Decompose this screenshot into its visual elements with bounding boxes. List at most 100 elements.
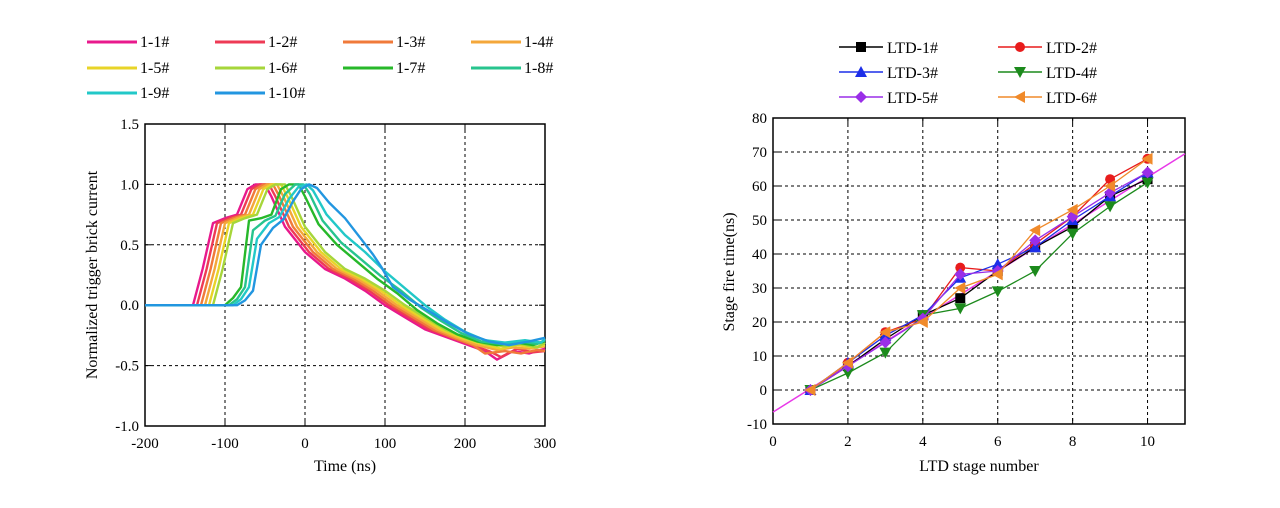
left-x-tick-label: -200 xyxy=(131,436,159,452)
right-x-tick-label: 10 xyxy=(1140,434,1155,450)
right-series-point xyxy=(1029,234,1042,247)
right-x-axis-label: LTD stage number xyxy=(919,458,1039,475)
right-series-point xyxy=(841,356,853,369)
right-series-line-5 xyxy=(810,171,1148,391)
right-legend-marker xyxy=(855,91,867,103)
right-x-tick-label: 4 xyxy=(919,434,927,450)
right-series-point xyxy=(954,303,967,315)
left-series-line-8 xyxy=(145,183,546,346)
left-legend-label: 1-5# xyxy=(140,60,169,77)
right-y-tick-label: 70 xyxy=(752,145,767,161)
right-series-point xyxy=(1067,221,1078,232)
right-series-point xyxy=(954,282,966,294)
right-series-point xyxy=(879,326,891,339)
right-fit-line xyxy=(772,153,1186,413)
left-series-line-7 xyxy=(145,183,546,347)
left-x-tick-label: -100 xyxy=(211,436,239,452)
right-legend-label: LTD-5# xyxy=(887,90,938,107)
left-series-line-6 xyxy=(145,183,546,349)
right-grid xyxy=(773,118,1185,424)
right-series-point xyxy=(954,268,967,281)
right-legend-label: LTD-1# xyxy=(887,40,938,57)
left-legend-label: 1-7# xyxy=(396,60,425,77)
right-legend-marker xyxy=(1015,42,1025,52)
left-legend-label: 1-10# xyxy=(268,85,305,102)
right-legend-marker xyxy=(1014,91,1025,103)
left-legend-label: 1-3# xyxy=(396,34,425,51)
left-y-tick-label: 1.0 xyxy=(120,177,139,193)
right-series-point xyxy=(804,384,816,396)
right-series-point xyxy=(991,258,1004,270)
right-y-tick-label: 20 xyxy=(752,315,767,331)
right-series-point xyxy=(1066,203,1078,216)
left-series-line-3 xyxy=(145,183,546,355)
right-legend-label: LTD-4# xyxy=(1046,65,1097,82)
left-legend: 1-1# 1-2# 1-3# 1-4# 1-5# 1-6# 1-7# 1-8# 1-9# 1-10… xyxy=(87,34,553,102)
left-series-line-5 xyxy=(145,183,546,350)
right-series-line-4 xyxy=(810,182,1148,391)
left-legend-label: 1-2# xyxy=(268,34,297,51)
left-x-axis-label: Time (ns) xyxy=(314,458,376,475)
right-legend: LTD-1# LTD-2# LTD-3# LTD-4# LTD-5# LTD-6# xyxy=(839,40,1097,107)
right-series-point xyxy=(955,262,966,273)
left-legend-label: 1-8# xyxy=(524,60,553,77)
right-legend-marker xyxy=(856,42,866,52)
right-series-point xyxy=(1029,224,1041,237)
right-series-point xyxy=(1104,201,1117,213)
right-x-tick-label: 2 xyxy=(844,434,852,450)
right-series-line-2 xyxy=(810,158,1148,391)
left-ticks: -200 -100 0 100 200 300 -1.0 -0.5 0.0 0.5 1.0 1.5 xyxy=(115,117,556,452)
left-series-line-10 xyxy=(145,183,546,347)
left-legend-label: 1-9# xyxy=(140,85,169,102)
right-series-point xyxy=(1104,180,1116,192)
right-legend-label: LTD-2# xyxy=(1046,40,1097,57)
right-y-axis-label: Stage fire time(ns) xyxy=(721,212,738,331)
left-y-tick-label: 0.0 xyxy=(120,298,139,314)
right-series-point xyxy=(841,368,854,379)
right-y-tick-label: -10 xyxy=(747,417,767,433)
right-y-tick-label: 10 xyxy=(752,349,767,365)
left-legend-label: 1-6# xyxy=(268,60,297,77)
right-series-line-3 xyxy=(810,171,1148,391)
right-legend-label: LTD-6# xyxy=(1046,90,1097,107)
left-legend-label: 1-1# xyxy=(140,34,169,51)
right-x-tick-label: 6 xyxy=(994,434,1002,450)
right-y-tick-label: 50 xyxy=(752,213,767,229)
right-y-tick-label: 30 xyxy=(752,281,767,297)
left-x-tick-label: 0 xyxy=(301,436,309,452)
right-series-line-1 xyxy=(810,178,1148,391)
right-x-tick-label: 0 xyxy=(769,434,777,450)
right-legend-marker xyxy=(855,66,867,77)
right-series xyxy=(772,152,1186,413)
left-legend-label: 1-4# xyxy=(524,34,553,51)
right-y-tick-label: 60 xyxy=(752,179,767,195)
right-legend-marker xyxy=(1014,67,1026,78)
right-series-point xyxy=(1141,152,1153,165)
right-series-point xyxy=(1029,241,1042,253)
left-x-tick-label: 300 xyxy=(534,436,557,452)
right-series-point xyxy=(991,286,1004,298)
left-y-tick-label: 1.5 xyxy=(120,117,139,133)
right-series-point xyxy=(991,268,1003,281)
left-y-tick-label: -0.5 xyxy=(115,359,139,375)
left-x-tick-label: 100 xyxy=(374,436,397,452)
right-series-point xyxy=(1066,228,1079,240)
right-plot-frame xyxy=(772,117,1186,425)
right-series-point xyxy=(1141,177,1154,189)
right-series-point xyxy=(916,316,928,328)
left-plot-frame xyxy=(144,123,546,427)
left-y-tick-label: 0.5 xyxy=(120,238,139,254)
left-series xyxy=(145,183,546,361)
right-series-point xyxy=(879,336,892,349)
right-y-tick-label: 0 xyxy=(760,383,768,399)
right-series-line-6 xyxy=(810,158,1148,391)
left-x-tick-label: 200 xyxy=(454,436,477,452)
right-x-tick-label: 8 xyxy=(1069,434,1077,450)
right-legend-label: LTD-3# xyxy=(887,65,938,82)
right-series-point xyxy=(1141,166,1154,179)
right-series-point xyxy=(1029,266,1042,277)
left-chart: -200 -100 0 100 200 300 -1.0 -0.5 0.0 0.5 1.0 1.5 1… xyxy=(84,34,556,475)
left-series-line-2 xyxy=(145,183,546,359)
